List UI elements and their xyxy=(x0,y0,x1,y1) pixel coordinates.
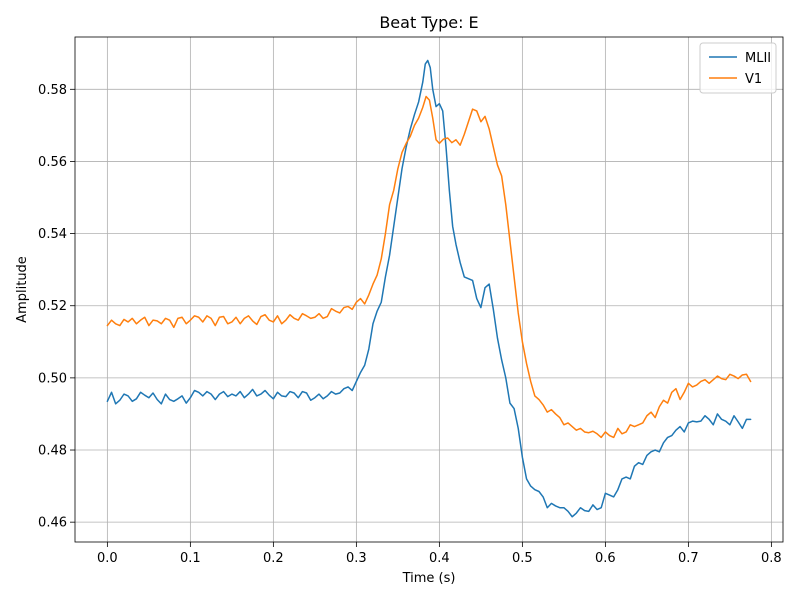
x-tick-label: 0.7 xyxy=(678,551,699,566)
legend-label-mlii: MLII xyxy=(745,51,771,66)
y-tick-label: 0.46 xyxy=(38,516,67,531)
chart-title: Beat Type: E xyxy=(379,13,478,32)
legend: MLII V1 xyxy=(699,42,777,94)
y-tick-label: 0.52 xyxy=(38,299,67,314)
x-tick-label: 0.8 xyxy=(761,551,782,566)
y-tick-label: 0.48 xyxy=(38,444,67,459)
plot-frame xyxy=(74,36,784,543)
series-line-mlii xyxy=(106,59,752,518)
x-tick-label: 0.5 xyxy=(512,551,533,566)
y-axis-ticks: 0.46 0.48 0.50 0.52 0.54 0.56 0.58 xyxy=(38,83,75,531)
y-tick-label: 0.56 xyxy=(38,155,67,170)
x-tick-label: 0.0 xyxy=(97,551,118,566)
series-layer xyxy=(106,59,752,518)
y-axis-label: Amplitude xyxy=(15,256,30,323)
y-tick-label: 0.54 xyxy=(38,227,67,242)
y-tick-label: 0.50 xyxy=(38,371,67,386)
x-axis-ticks: 0.0 0.1 0.2 0.3 0.4 0.5 0.6 0.7 0.8 xyxy=(97,542,782,566)
series-line-v1 xyxy=(106,95,752,439)
legend-box xyxy=(699,42,777,94)
x-tick-label: 0.6 xyxy=(595,551,616,566)
x-tick-label: 0.4 xyxy=(429,551,450,566)
grid-layer xyxy=(75,37,783,542)
x-tick-label: 0.3 xyxy=(346,551,367,566)
y-tick-label: 0.58 xyxy=(38,83,67,98)
x-tick-label: 0.1 xyxy=(180,551,201,566)
x-axis-label: Time (s) xyxy=(402,571,456,586)
legend-label-v1: V1 xyxy=(745,72,762,87)
x-tick-label: 0.2 xyxy=(263,551,284,566)
